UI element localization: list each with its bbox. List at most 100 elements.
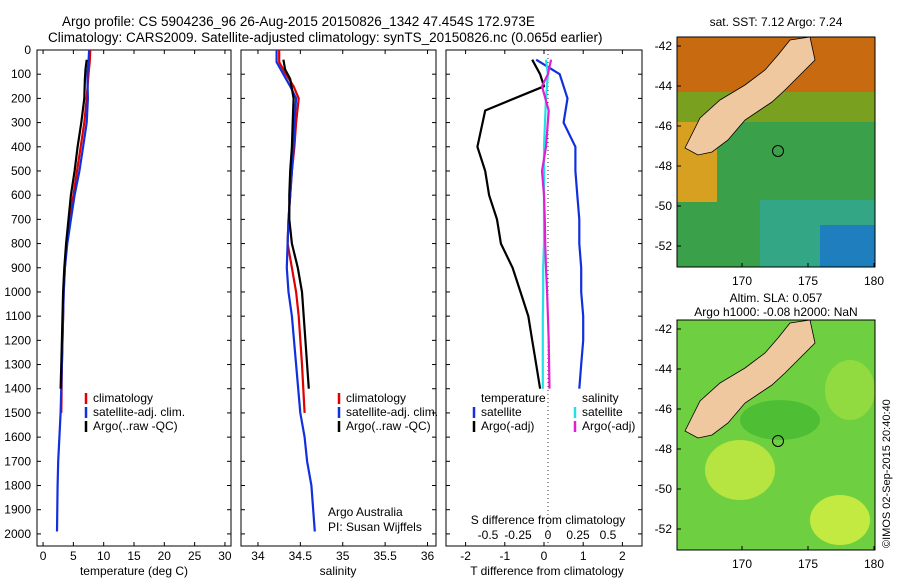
pi-note: PI: Susan Wijffels bbox=[328, 520, 422, 534]
lat-tick-label: -48 bbox=[655, 442, 673, 456]
legend-climatology-label: climatology bbox=[93, 391, 153, 405]
salinity-x-axis: 34 34.5 35 35.5 36 bbox=[251, 50, 435, 563]
sla-lon-ticks: 170 175 180 bbox=[732, 546, 884, 571]
depth-tick-label: 900 bbox=[11, 261, 31, 275]
salinity-axis-label: salinity bbox=[320, 564, 357, 578]
depth-tick-label: 800 bbox=[11, 237, 31, 251]
x-tick-label: 15 bbox=[127, 549, 141, 563]
series-line-temperature-argo-adj- bbox=[476, 59, 546, 389]
x-tick-label: 34 bbox=[251, 549, 265, 563]
x-tick-label: -2 bbox=[460, 549, 471, 563]
series-line-climatology bbox=[60, 49, 92, 413]
sst-map-title: sat. SST: 7.12 Argo: 7.24 bbox=[710, 15, 843, 29]
sst-lon-ticks: 170 175 180 bbox=[732, 263, 884, 288]
lat-tick-label: -52 bbox=[655, 239, 673, 253]
x-tick-label: 35 bbox=[336, 549, 350, 563]
s-difference-title: S difference from climatology bbox=[471, 513, 626, 527]
sst-map-frame bbox=[676, 36, 876, 268]
x-tick-label: 5 bbox=[70, 549, 77, 563]
depth-axis: 0 100 200 300 400 500 600 700 800 900 1000 1100 1200… bbox=[4, 43, 642, 541]
depth-tick-label: 0 bbox=[24, 43, 31, 57]
credit-stamp: ©IMOS 02-Sep-2015 20:40:40 bbox=[881, 399, 893, 548]
x-tick-label: -1 bbox=[499, 549, 510, 563]
lat-tick-label: -48 bbox=[655, 159, 673, 173]
legend-s-argo-label: Argo(-adj) bbox=[582, 419, 635, 433]
depth-tick-label: 300 bbox=[11, 116, 31, 130]
depth-tick-label: 200 bbox=[11, 91, 31, 105]
lat-tick-label: -44 bbox=[655, 79, 673, 93]
salinity-legend: climatology satellite-adj. clim. Argo(..… bbox=[337, 391, 438, 433]
lon-tick-label: 170 bbox=[732, 274, 752, 288]
depth-tick-label: 1300 bbox=[4, 358, 31, 372]
legend-climatology-label: climatology bbox=[346, 391, 406, 405]
difference-axis-label: T difference from climatology bbox=[470, 564, 624, 578]
s-diff-tick-label: -0.25 bbox=[504, 528, 532, 542]
lat-tick-label: -42 bbox=[655, 322, 673, 336]
sla-map bbox=[677, 320, 875, 550]
depth-tick-label: 700 bbox=[11, 212, 31, 226]
depth-tick-label: 1900 bbox=[4, 503, 31, 517]
depth-tick-label: 1500 bbox=[4, 406, 31, 420]
depth-tick-label: 1100 bbox=[5, 309, 31, 323]
legend-t-argo-label: Argo(-adj) bbox=[481, 419, 534, 433]
s-difference-ticks: -0.5 -0.25 0 0.25 0.5 bbox=[478, 528, 617, 542]
legend-argo-label: Argo(..raw -QC) bbox=[93, 419, 178, 433]
temperature-x-axis: 0 5 10 15 20 25 30 bbox=[40, 50, 232, 563]
x-tick-label: 1 bbox=[580, 549, 587, 563]
sla-low-blob bbox=[740, 400, 820, 440]
s-diff-tick-label: 0.25 bbox=[566, 528, 590, 542]
x-tick-label: 0 bbox=[40, 549, 47, 563]
depth-tick-label: 1200 bbox=[4, 333, 31, 347]
sla-high-blob bbox=[705, 440, 775, 500]
temperature-axis-label: temperature (deg C) bbox=[80, 564, 188, 578]
lon-tick-label: 180 bbox=[864, 557, 884, 571]
south-island-land bbox=[684, 37, 816, 156]
argo-location-marker bbox=[772, 435, 784, 447]
temperature-series bbox=[55, 49, 92, 532]
difference-series bbox=[476, 58, 585, 389]
lon-tick-label: 180 bbox=[864, 274, 884, 288]
x-tick-label: 35.5 bbox=[373, 549, 397, 563]
x-tick-label: 25 bbox=[188, 549, 202, 563]
lat-tick-label: -46 bbox=[655, 402, 673, 416]
x-tick-label: 36 bbox=[421, 549, 435, 563]
temperature-panel-frame bbox=[36, 49, 232, 547]
s-diff-tick-label: 0.5 bbox=[600, 528, 617, 542]
x-tick-label: 30 bbox=[218, 549, 232, 563]
sla-map-title-line2: Argo h1000: -0.08 h2000: NaN bbox=[694, 305, 857, 319]
series-line-salinity-argo-adj- bbox=[540, 59, 553, 389]
depth-tick-label: 1700 bbox=[4, 454, 31, 468]
series-line-argo-raw-qc- bbox=[59, 59, 88, 389]
depth-tick-label: 400 bbox=[11, 140, 31, 154]
argo-location-marker bbox=[772, 145, 784, 157]
lat-tick-label: -44 bbox=[655, 362, 673, 376]
header-title-line1: Argo profile: CS 5904236_96 26-Aug-2015 … bbox=[62, 14, 535, 29]
depth-tick-label: 100 bbox=[11, 67, 31, 81]
sst-cold-field bbox=[820, 225, 875, 267]
x-tick-label: 0 bbox=[541, 549, 548, 563]
sla-lat-ticks: -42 -44 -46 -48 -50 -52 bbox=[655, 322, 681, 536]
x-tick-label: 10 bbox=[97, 549, 111, 563]
legend-satellite-label: satellite-adj. clim. bbox=[346, 405, 438, 419]
lon-tick-label: 170 bbox=[732, 557, 752, 571]
lon-tick-label: 175 bbox=[798, 274, 818, 288]
depth-tick-label: 1600 bbox=[4, 430, 31, 444]
lon-tick-label: 175 bbox=[798, 557, 818, 571]
sla-high-blob bbox=[825, 360, 875, 420]
lat-tick-label: -42 bbox=[655, 39, 673, 53]
temperature-legend: climatology satellite-adj. clim. Argo(..… bbox=[84, 391, 185, 433]
south-island-land bbox=[684, 320, 816, 439]
salinity-series bbox=[275, 50, 316, 532]
legend-temperature-title: temperature bbox=[481, 391, 546, 405]
sst-map bbox=[677, 37, 875, 267]
sla-map-frame bbox=[676, 319, 876, 551]
legend-s-satellite-label: satellite bbox=[582, 405, 623, 419]
depth-tick-label: 2000 bbox=[4, 527, 31, 541]
difference-x-axis: -2 -1 0 1 2 bbox=[460, 50, 626, 563]
lat-tick-label: -46 bbox=[655, 119, 673, 133]
x-tick-label: 20 bbox=[158, 549, 172, 563]
lat-tick-label: -50 bbox=[655, 482, 673, 496]
legend-argo-label: Argo(..raw -QC) bbox=[346, 419, 431, 433]
depth-tick-label: 500 bbox=[11, 164, 31, 178]
